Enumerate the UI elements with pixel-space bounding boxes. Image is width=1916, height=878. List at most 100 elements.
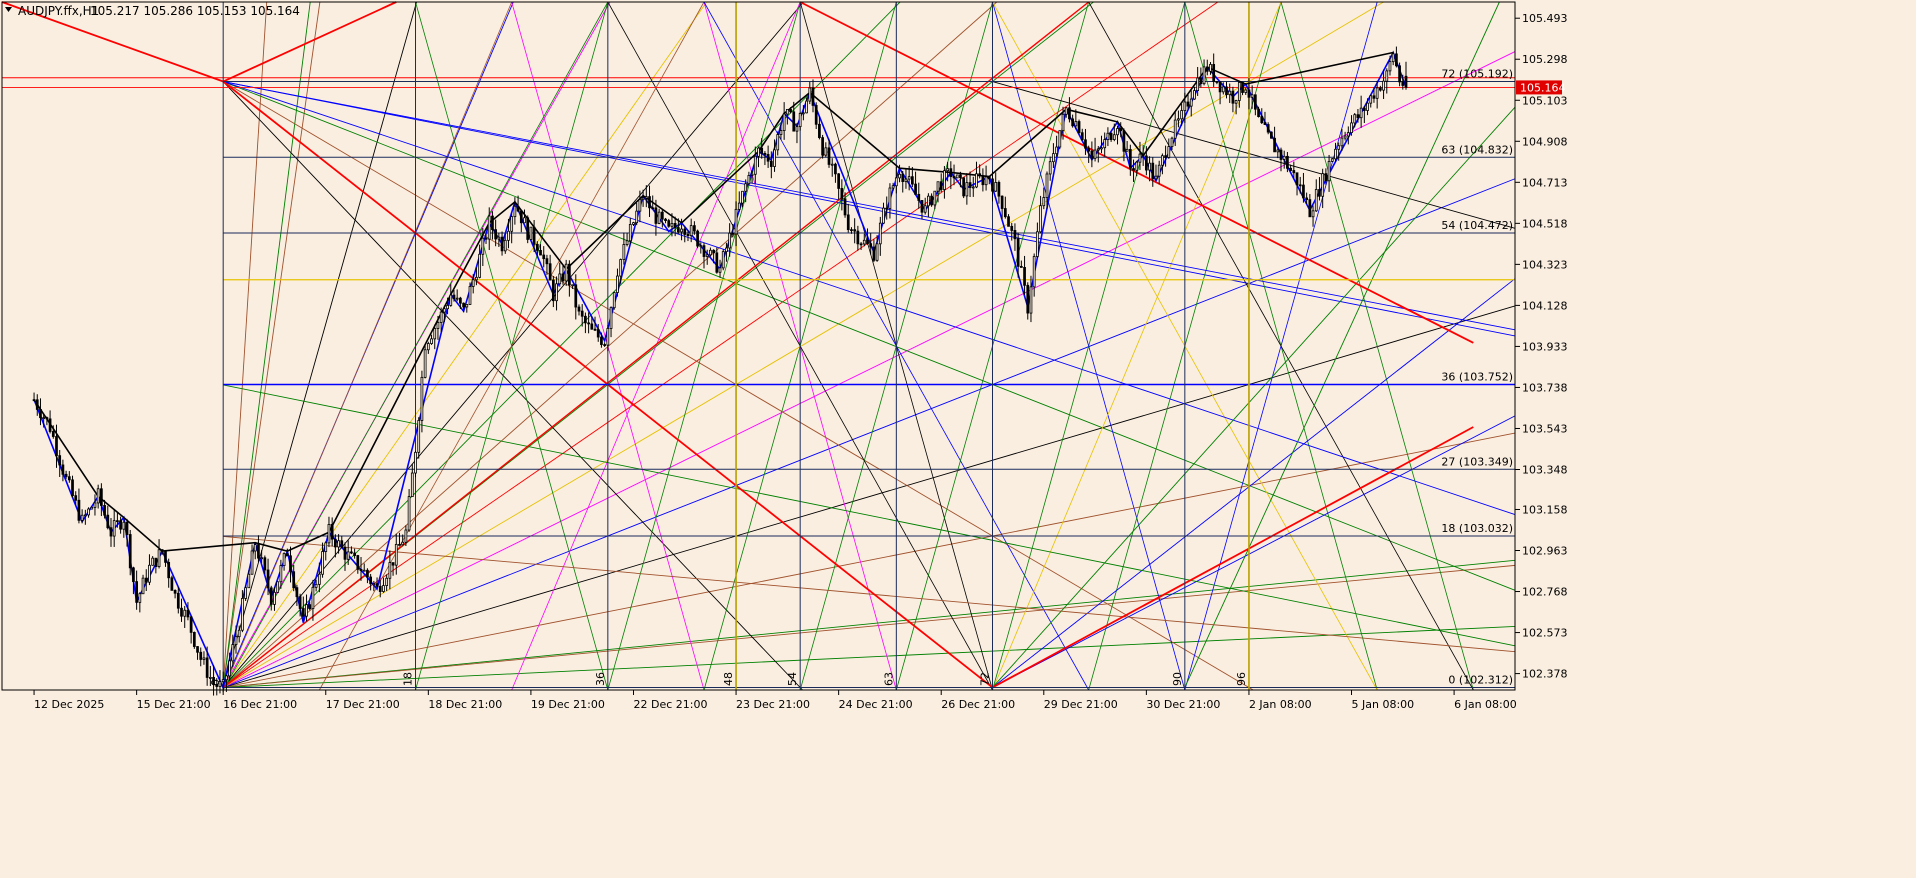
candle-body [321, 551, 324, 575]
gann-main-diagonal [1, 1, 224, 83]
candle-body [625, 240, 629, 245]
candle-body [548, 263, 552, 281]
candle-body [1090, 150, 1094, 159]
candle-body [1106, 132, 1110, 140]
candle-body [561, 273, 565, 282]
candle-body [568, 263, 571, 286]
candle-body [507, 230, 510, 241]
candle-body [741, 190, 744, 204]
gann-fan-ray [223, 535, 1516, 653]
candle-body [353, 552, 356, 556]
candle-body [1116, 128, 1119, 136]
candle-body [430, 338, 433, 344]
candle-body [391, 562, 395, 566]
candle-body [196, 646, 199, 653]
gann-fan-ray [992, 278, 1516, 688]
candle-body [32, 399, 36, 402]
candle-body [968, 182, 972, 188]
candle-body [1074, 121, 1078, 127]
candle-body [263, 557, 267, 571]
candle-body [1122, 130, 1126, 152]
candle-body [894, 177, 898, 187]
candle-body [276, 581, 280, 593]
candle-body [1154, 175, 1158, 180]
candle-body [1125, 148, 1129, 152]
candle-body [1247, 89, 1251, 98]
gann-fan-ray [222, 81, 803, 691]
candle-body [135, 581, 138, 603]
price-tick-label: 105.298 [1522, 53, 1568, 66]
candle-body [58, 455, 62, 466]
candle-body [420, 376, 424, 421]
candle-body [1379, 87, 1382, 91]
gann-time-label: 36 [594, 672, 607, 686]
candle-body [93, 502, 97, 508]
candle-body [882, 207, 885, 224]
candle-body [375, 583, 379, 587]
time-tick-label: 23 Dec 21:00 [736, 698, 810, 711]
candle-body [199, 651, 203, 660]
candle-body [1305, 197, 1309, 201]
candle-body [1039, 205, 1042, 233]
candle-body [523, 217, 526, 224]
candle-body [651, 207, 655, 210]
candle-body [55, 436, 58, 457]
candle-body [648, 196, 651, 209]
candle-body [366, 569, 369, 578]
time-axis: 12 Dec 2025 15 Dec 21:00 16 Dec 21:00 17 De… [33, 690, 1517, 711]
candle-body [42, 417, 46, 419]
candle-body [805, 100, 808, 114]
gann-fan-ray [223, 564, 1516, 688]
candle-body [590, 323, 594, 330]
candle-body [1138, 153, 1142, 163]
candle-body [80, 514, 84, 521]
candle-body [1100, 147, 1103, 150]
candle-body [907, 176, 911, 180]
candle-body [1225, 86, 1228, 96]
candle-body [1362, 107, 1366, 111]
candle-body [1237, 82, 1241, 101]
candle-body [369, 576, 372, 585]
current-price-value: 105.164 [1520, 81, 1566, 94]
candle-body [769, 160, 773, 167]
gann-time-label: 54 [786, 672, 799, 686]
candle-body [1266, 124, 1270, 133]
candle-body [1064, 107, 1068, 115]
candle-body [1375, 87, 1379, 99]
gann-main-diagonal [222, 1, 397, 83]
candle-body [346, 551, 350, 560]
candle-body [183, 609, 187, 617]
candle-body [327, 524, 331, 544]
candle-body [885, 207, 889, 210]
candle-body [1061, 113, 1065, 132]
candle-body [289, 555, 292, 573]
candle-body [699, 245, 703, 248]
gann-lattice-line [222, 1, 513, 691]
candle-body [1298, 184, 1302, 187]
candle-body [1026, 284, 1030, 314]
candle-body [257, 544, 260, 559]
candle-body [449, 294, 453, 306]
candle-body [1096, 148, 1100, 151]
candle-body [202, 657, 206, 660]
candle-body [1189, 98, 1193, 107]
candle-body [478, 253, 481, 278]
candle-body [186, 609, 190, 618]
gann-fan-ray [223, 432, 1516, 688]
candle-body [116, 520, 119, 523]
candle-body [1128, 148, 1132, 169]
candle-body [888, 187, 892, 209]
price-tick-label: 103.933 [1522, 340, 1568, 353]
candle-body [87, 508, 90, 516]
candle-body [173, 589, 177, 594]
candle-body [814, 105, 818, 125]
candle-body [850, 229, 853, 232]
chevron-down-icon[interactable] [5, 7, 12, 12]
candle-body [750, 173, 754, 176]
gann-fan-ray [222, 1, 708, 688]
candle-body [1404, 75, 1408, 88]
gann-level-label: 0 (102.312) [1448, 673, 1513, 686]
candle-body [314, 583, 318, 588]
